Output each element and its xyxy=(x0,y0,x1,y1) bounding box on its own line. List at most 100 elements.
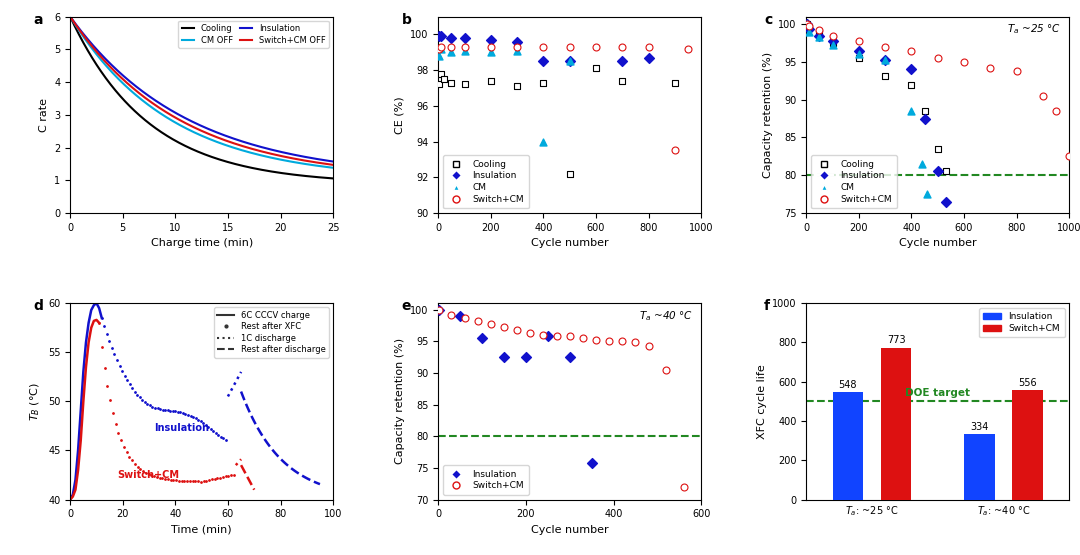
Point xyxy=(919,190,936,199)
Bar xyxy=(1012,390,1043,500)
Point xyxy=(679,44,697,53)
Point xyxy=(600,337,618,346)
Point xyxy=(456,46,473,55)
Point xyxy=(613,337,631,346)
Y-axis label: Capacity retention (%): Capacity retention (%) xyxy=(762,52,772,178)
Text: $T_a$ ~40 °C: $T_a$ ~40 °C xyxy=(639,309,693,323)
Y-axis label: $T_B$ (°C): $T_B$ (°C) xyxy=(29,382,42,421)
Y-axis label: XFC cycle life: XFC cycle life xyxy=(756,364,767,439)
Point xyxy=(517,352,535,361)
Point xyxy=(588,336,605,345)
Point xyxy=(811,33,828,42)
Legend: 6C CCCV charge, Rest after XFC, 1C discharge, Rest after discharge: 6C CCCV charge, Rest after XFC, 1C disch… xyxy=(214,307,329,357)
Point xyxy=(535,57,552,65)
Text: 548: 548 xyxy=(839,380,858,390)
Point xyxy=(535,78,552,87)
X-axis label: Cycle number: Cycle number xyxy=(899,238,976,248)
Point xyxy=(613,77,631,85)
Text: Switch+CM: Switch+CM xyxy=(118,470,179,480)
Point xyxy=(562,43,579,52)
Point xyxy=(588,43,605,52)
Point xyxy=(522,329,539,337)
Point xyxy=(482,320,499,329)
Legend: Insulation, Switch+CM: Insulation, Switch+CM xyxy=(978,307,1065,337)
Point xyxy=(430,44,447,53)
Point xyxy=(562,57,579,65)
Text: d: d xyxy=(33,299,43,313)
Point xyxy=(535,330,552,339)
Text: a: a xyxy=(33,13,43,27)
Legend: Cooling, Insulation, CM, Switch+CM: Cooling, Insulation, CM, Switch+CM xyxy=(443,155,529,209)
Point xyxy=(800,23,818,32)
Bar xyxy=(964,434,995,500)
Point xyxy=(1061,152,1078,161)
Point xyxy=(800,27,818,36)
Point xyxy=(482,43,499,52)
Text: f: f xyxy=(765,299,770,313)
Point xyxy=(509,37,526,46)
Point xyxy=(443,43,460,52)
Point xyxy=(903,46,920,55)
Point xyxy=(435,75,453,84)
Point xyxy=(850,46,867,55)
Point xyxy=(482,77,499,85)
Point xyxy=(535,43,552,52)
Point xyxy=(916,107,933,115)
Point xyxy=(640,53,658,62)
Point xyxy=(800,25,818,34)
Text: b: b xyxy=(402,13,411,27)
Point xyxy=(496,323,513,332)
Point xyxy=(539,332,556,341)
Point xyxy=(640,342,658,351)
Point xyxy=(929,167,946,176)
Point xyxy=(824,31,841,40)
Point xyxy=(443,48,460,57)
Point xyxy=(811,26,828,34)
Legend: Insulation, Switch+CM: Insulation, Switch+CM xyxy=(443,465,529,495)
Point xyxy=(877,56,894,64)
Point xyxy=(824,39,841,48)
Point xyxy=(548,332,565,341)
Point xyxy=(914,159,931,168)
Point xyxy=(535,137,552,146)
Legend: Cooling, Insulation, CM, Switch+CM: Cooling, Insulation, CM, Switch+CM xyxy=(811,155,896,209)
Point xyxy=(496,352,513,361)
Point xyxy=(430,32,447,41)
Point xyxy=(509,82,526,90)
Text: Insulation: Insulation xyxy=(154,423,210,433)
Point xyxy=(877,42,894,51)
Text: DOE target: DOE target xyxy=(905,388,970,398)
Point xyxy=(929,54,946,63)
Point xyxy=(432,43,449,52)
Point xyxy=(1035,92,1052,100)
Point xyxy=(877,71,894,80)
Text: $T_a$ ~25 °C: $T_a$ ~25 °C xyxy=(1008,23,1062,36)
Point xyxy=(482,36,499,44)
Point xyxy=(575,334,592,342)
Point xyxy=(929,144,946,153)
Point xyxy=(666,146,684,155)
Point xyxy=(666,78,684,87)
Point xyxy=(562,57,579,65)
Point xyxy=(903,107,920,115)
Point xyxy=(956,58,973,67)
Point xyxy=(824,41,841,50)
Point xyxy=(937,167,955,176)
Point xyxy=(626,338,644,347)
Point xyxy=(456,34,473,43)
X-axis label: Cycle number: Cycle number xyxy=(531,238,608,248)
Point xyxy=(798,20,815,29)
Point xyxy=(509,325,526,334)
Point xyxy=(613,57,631,65)
Y-axis label: C rate: C rate xyxy=(39,98,49,132)
Point xyxy=(443,34,460,43)
Point xyxy=(1008,67,1025,75)
Bar xyxy=(833,392,863,500)
Text: c: c xyxy=(765,13,772,27)
Legend: Cooling, CM OFF, Insulation, Switch+CM OFF: Cooling, CM OFF, Insulation, Switch+CM O… xyxy=(178,21,329,48)
Y-axis label: CE (%): CE (%) xyxy=(394,96,405,134)
Point xyxy=(824,37,841,46)
Point xyxy=(473,334,490,342)
Point xyxy=(850,50,867,59)
Point xyxy=(658,365,675,374)
